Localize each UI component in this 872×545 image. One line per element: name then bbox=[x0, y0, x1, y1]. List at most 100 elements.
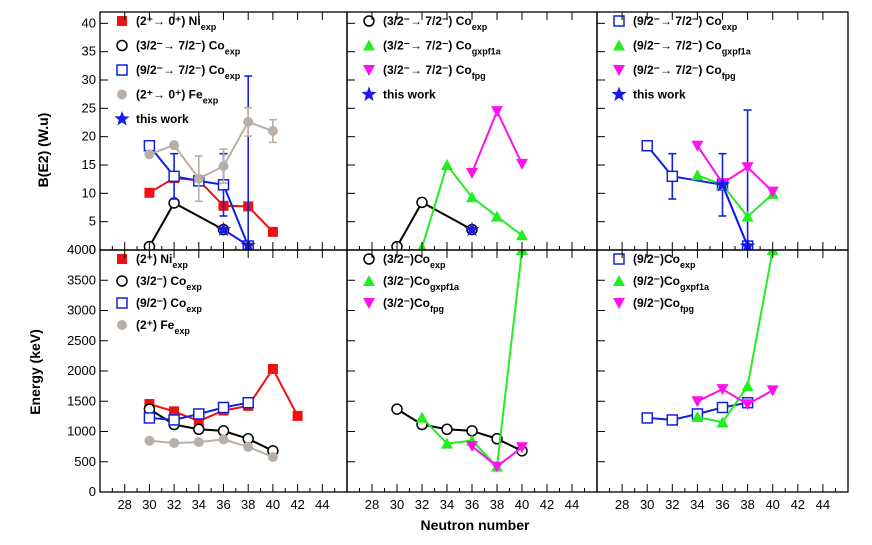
legend-label: (9/2⁻) Coexp bbox=[136, 296, 202, 314]
legend-marker bbox=[116, 39, 128, 52]
legend-entry: this work bbox=[611, 86, 686, 102]
series bbox=[416, 250, 528, 472]
data-point bbox=[641, 139, 653, 152]
legend-label: (9/2⁻→ 7/2⁻) Coexp bbox=[136, 63, 241, 81]
data-point bbox=[691, 396, 704, 408]
x-tick-label: 34 bbox=[690, 497, 704, 512]
x-tick-label: 42 bbox=[290, 497, 304, 512]
data-point bbox=[144, 435, 155, 446]
x-tick-label: 34 bbox=[192, 497, 206, 512]
series bbox=[143, 396, 254, 426]
y-tick-label: 30 bbox=[82, 72, 96, 87]
y-tick-label: 2000 bbox=[67, 363, 96, 378]
series bbox=[144, 106, 278, 203]
legend-entry: this work bbox=[114, 111, 189, 126]
legend-label: (9/2⁻)Cogxpf1a bbox=[633, 274, 710, 292]
y-tick-label: 3500 bbox=[67, 272, 96, 287]
data-point bbox=[169, 406, 180, 417]
legend-label: (9/2⁻→ 7/2⁻) Cogxpf1a bbox=[633, 39, 752, 57]
panel-bottom-right: (9/2⁻)Coexp (9/2⁻)Cogxpf1a (9/2⁻)Cofpg bbox=[613, 250, 779, 428]
data-point bbox=[193, 416, 204, 427]
legend-entry: (3/2⁻→ 7/2⁻) Cofpg bbox=[363, 63, 486, 81]
data-point bbox=[441, 437, 453, 449]
series bbox=[464, 221, 480, 237]
data-point bbox=[168, 170, 180, 183]
series-line bbox=[646, 145, 749, 247]
y-tick-label: 2500 bbox=[67, 333, 96, 348]
panel-frame bbox=[596, 249, 849, 493]
plot-area bbox=[641, 109, 779, 250]
data-point bbox=[218, 434, 229, 445]
legend-marker bbox=[613, 65, 625, 76]
y-tick-label: 1500 bbox=[67, 393, 96, 408]
x-tick-label: 44 bbox=[315, 497, 329, 512]
legend-marker bbox=[117, 254, 127, 264]
panel-bottom-left: (2⁺) Niexp (3/2⁻) Coexp (9/2⁻) Coexp (2⁺) F… bbox=[116, 252, 303, 463]
panel-bottom-middle: (3/2⁻)Coexp (3/2⁻)Cogxpf1a (3/2⁻)Cofpg bbox=[363, 250, 528, 473]
data-point bbox=[491, 461, 503, 473]
data-point bbox=[242, 396, 254, 409]
x-tick-label: 36 bbox=[715, 497, 729, 512]
x-tick-label: 30 bbox=[390, 497, 404, 512]
data-point bbox=[766, 385, 779, 397]
axes-layer: 0 5 10 15 20 25 30 35 40 28 30 32 34 36 38 40 42 44 0 500 10… bbox=[67, 11, 849, 512]
y-tick-label: 10 bbox=[82, 185, 96, 200]
data-point bbox=[766, 186, 779, 198]
y-tick-label: 0 bbox=[89, 484, 96, 499]
data-point bbox=[416, 196, 428, 209]
plot-area bbox=[143, 364, 303, 463]
legend-marker bbox=[117, 16, 127, 26]
data-point bbox=[193, 173, 204, 184]
series bbox=[417, 159, 528, 250]
legend-label: this work bbox=[633, 88, 686, 102]
legend-marker bbox=[117, 89, 127, 100]
y-tick-label: 0 bbox=[89, 242, 96, 257]
legend-label: (2⁺) Feexp bbox=[136, 318, 190, 336]
y-tick-label: 40 bbox=[82, 15, 96, 30]
data-point bbox=[741, 210, 754, 222]
legend-marker bbox=[613, 39, 625, 51]
data-point bbox=[267, 126, 278, 136]
data-point bbox=[516, 442, 528, 454]
data-point bbox=[516, 229, 528, 241]
legend-entry: (9/2⁻) Coexp bbox=[116, 296, 202, 314]
legend-marker bbox=[613, 298, 625, 309]
legend-marker bbox=[363, 275, 375, 286]
y-tick-label: 25 bbox=[82, 100, 96, 115]
data-point bbox=[741, 399, 754, 411]
x-tick-label: 44 bbox=[565, 497, 579, 512]
y-axis-label-top: B(E2) (W.u) bbox=[35, 113, 51, 188]
legend-entry: (3/2⁻→ 7/2⁻) Coexp bbox=[363, 14, 488, 32]
series-line bbox=[697, 250, 774, 424]
legend-entry: (3/2⁻→ 7/2⁻) Coexp bbox=[116, 39, 241, 57]
x-tick-label: 40 bbox=[266, 497, 280, 512]
data-point bbox=[243, 441, 254, 452]
data-point bbox=[441, 423, 453, 436]
legend-label: (3/2⁻→ 7/2⁻) Coexp bbox=[383, 14, 488, 32]
data-point bbox=[716, 416, 729, 428]
y-axis-label-bottom: Energy (keV) bbox=[27, 329, 43, 415]
data-point bbox=[464, 221, 480, 237]
legend-entry: (9/2⁻)Cofpg bbox=[613, 296, 694, 314]
series bbox=[691, 250, 779, 428]
data-point bbox=[666, 414, 679, 426]
legend-label: (9/2⁻)Coexp bbox=[633, 252, 696, 270]
y-tick-label: 15 bbox=[82, 157, 96, 172]
legend-marker bbox=[363, 39, 375, 51]
data-point bbox=[491, 106, 503, 118]
legend-marker bbox=[613, 15, 625, 27]
series-line bbox=[721, 184, 749, 247]
data-point bbox=[741, 380, 754, 392]
data-point bbox=[168, 414, 180, 426]
data-point bbox=[466, 167, 478, 179]
legend-label: this work bbox=[136, 112, 189, 126]
x-axis-label: Neutron number bbox=[421, 517, 530, 533]
y-tick-label: 35 bbox=[82, 44, 96, 59]
x-tick-label: 42 bbox=[791, 497, 805, 512]
data-point bbox=[716, 401, 729, 414]
legend-marker bbox=[114, 111, 130, 126]
x-tick-label: 32 bbox=[167, 497, 181, 512]
data-point bbox=[714, 176, 731, 192]
x-tick-label: 36 bbox=[216, 497, 230, 512]
data-point bbox=[691, 169, 704, 181]
